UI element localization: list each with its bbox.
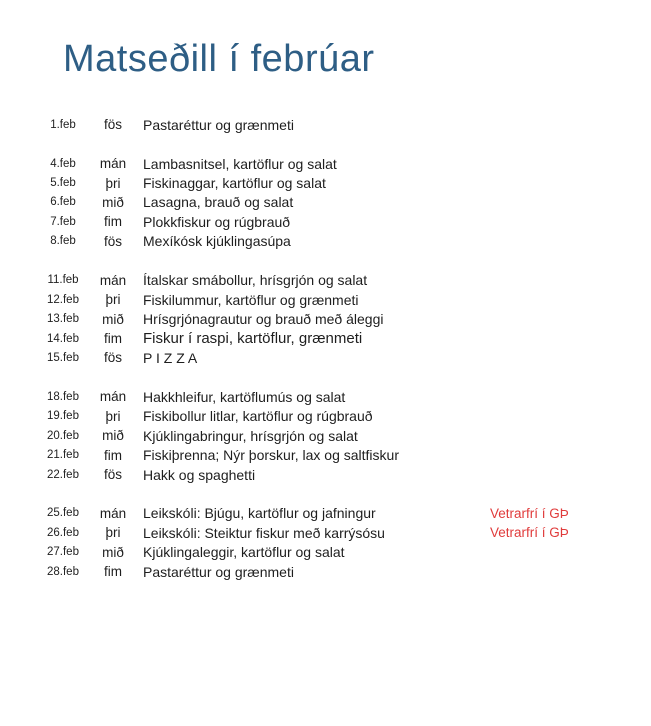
meal-cell: Kjúklingaleggir, kartöflur og salat [143,544,345,561]
date-cell: 20.feb [47,429,79,442]
meal-cell: Mexíkósk kjúklingasúpa [143,233,291,250]
menu-week: 11.feb mán Ítalskar smábollur, hrísgrjón o… [0,271,651,368]
meal-cell: Fiskur í raspi, kartöflur, grænmeti [143,330,363,348]
menu: 1.feb fös Pastaréttur og grænmeti 4.feb mán L… [0,115,651,582]
menu-row: 4.feb mán Lambasnitsel, kartöflur og salat [0,154,651,173]
day-cell: fim [104,564,122,580]
date-cell: 18.feb [47,390,79,403]
date-cell: 21.feb [47,449,79,462]
meal-cell: Fiskinaggar, kartöflur og salat [143,175,326,192]
day-cell: mán [99,272,127,288]
menu-row: 14.feb fim Fiskur í raspi, kartöflur, græn… [0,329,651,348]
menu-row: 6.feb mið Lasagna, brauð og salat [0,193,651,212]
day-cell: fös [103,233,122,249]
menu-row: 18.feb mán Hakkhleifur, kartöflumús og sal… [0,387,651,406]
menu-row: 12.feb þri Fiskilummur, kartöflur og grænm… [0,290,651,309]
menu-row: 8.feb fös Mexíkósk kjúklingasúpa [0,232,651,251]
date-cell: 27.feb [47,546,79,559]
meal-cell: Kjúklingabringur, hrísgrjón og salat [143,427,358,444]
meal-cell: Fiskiþrenna; Nýr þorskur, lax og saltfis… [143,447,399,464]
date-cell: 4.feb [50,157,76,170]
meal-cell: P I Z Z A [143,349,198,366]
meal-cell: Lambasnitsel, kartöflur og salat [143,155,337,172]
day-cell: mán [99,505,127,521]
meal-cell: Pastaréttur og grænmeti [143,116,294,133]
meal-cell: Hakk og spaghetti [143,466,256,483]
date-cell: 13.feb [47,313,79,326]
date-cell: 7.feb [50,215,76,228]
day-cell: mið [102,194,124,210]
menu-row: 25.feb mán Leikskóli: Bjúgu, kartöflur og … [0,504,651,523]
menu-row: 28.feb fim Pastaréttur og grænmeti [0,562,651,581]
menu-row: 1.feb fös Pastaréttur og grænmeti [0,115,651,134]
date-cell: 6.feb [50,196,76,209]
menu-row: 13.feb mið Hrísgrjónagrautur og brauð með … [0,309,651,328]
menu-row: 21.feb fim Fiskiþrenna; Nýr þorskur, lax o… [0,445,651,464]
menu-row: 19.feb þri Fiskibollur litlar, kartöflur o… [0,407,651,426]
menu-week: 4.feb mán Lambasnitsel, kartöflur og salat… [0,154,651,251]
day-cell: mið [102,544,124,560]
menu-row: 27.feb mið Kjúklingaleggir, kartöflur og s… [0,543,651,562]
meal-cell: Leikskóli: Bjúgu, kartöflur og jafningur [143,505,376,522]
day-cell: fös [103,467,122,483]
date-cell: 14.feb [47,332,79,345]
date-cell: 28.feb [47,565,79,578]
meal-cell: Lasagna, brauð og salat [143,194,294,211]
day-cell: mán [99,156,127,172]
date-cell: 5.feb [50,177,76,190]
meal-cell: Pastaréttur og grænmeti [143,563,294,580]
meal-cell: Plokkfiskur og rúgbrauð [143,213,291,230]
date-cell: 19.feb [47,410,79,423]
menu-row: 22.feb fös Hakk og spaghetti [0,465,651,484]
day-cell: fim [104,214,122,230]
day-cell: mið [102,311,124,327]
menu-row: 11.feb mán Ítalskar smábollur, hrísgrjón o… [0,271,651,290]
date-cell: 15.feb [47,351,79,364]
menu-week: 18.feb mán Hakkhleifur, kartöflumús og sal… [0,387,651,484]
meal-cell: Hrísgrjónagrautur og brauð með áleggi [143,311,384,328]
day-cell: fös [103,350,122,366]
menu-row: 26.feb þri Leikskóli: Steiktur fiskur með … [0,523,651,542]
menu-row: 7.feb fim Plokkfiskur og rúgbrauð [0,212,651,231]
meal-cell: Ítalskar smábollur, hrísgrjón og salat [143,272,368,289]
day-cell: mán [99,389,127,405]
day-cell: þri [105,175,121,191]
meal-cell: Fiskibollur litlar, kartöflur og rúgbrau… [143,408,373,425]
day-cell: þri [105,292,121,308]
date-cell: 11.feb [47,274,79,287]
page-title: Matseðill í febrúar [63,38,375,80]
date-cell: 8.feb [50,235,76,248]
day-cell: mið [102,428,124,444]
meal-cell: Hakkhleifur, kartöflumús og salat [143,388,346,405]
date-cell: 25.feb [47,507,79,520]
day-cell: fim [104,331,122,347]
note-cell: Vetrarfrí í GÞ [490,525,569,541]
menu-row: 20.feb mið Kjúklingabringur, hrísgrjón og … [0,426,651,445]
date-cell: 1.feb [50,118,76,131]
menu-row: 15.feb fös P I Z Z A [0,348,651,367]
date-cell: 12.feb [47,293,79,306]
note-cell: Vetrarfrí í GÞ [490,505,569,521]
day-cell: fös [103,117,122,133]
menu-week: 25.feb mán Leikskóli: Bjúgu, kartöflur og … [0,504,651,582]
menu-row: 5.feb þri Fiskinaggar, kartöflur og salat [0,173,651,192]
menu-week: 1.feb fös Pastaréttur og grænmeti [0,115,651,134]
date-cell: 22.feb [47,468,79,481]
meal-cell: Fiskilummur, kartöflur og grænmeti [143,291,359,308]
date-cell: 26.feb [47,526,79,539]
day-cell: þri [105,408,121,424]
day-cell: þri [105,525,121,541]
meal-cell: Leikskóli: Steiktur fiskur með karrýsósu [143,524,385,541]
day-cell: fim [104,447,122,463]
